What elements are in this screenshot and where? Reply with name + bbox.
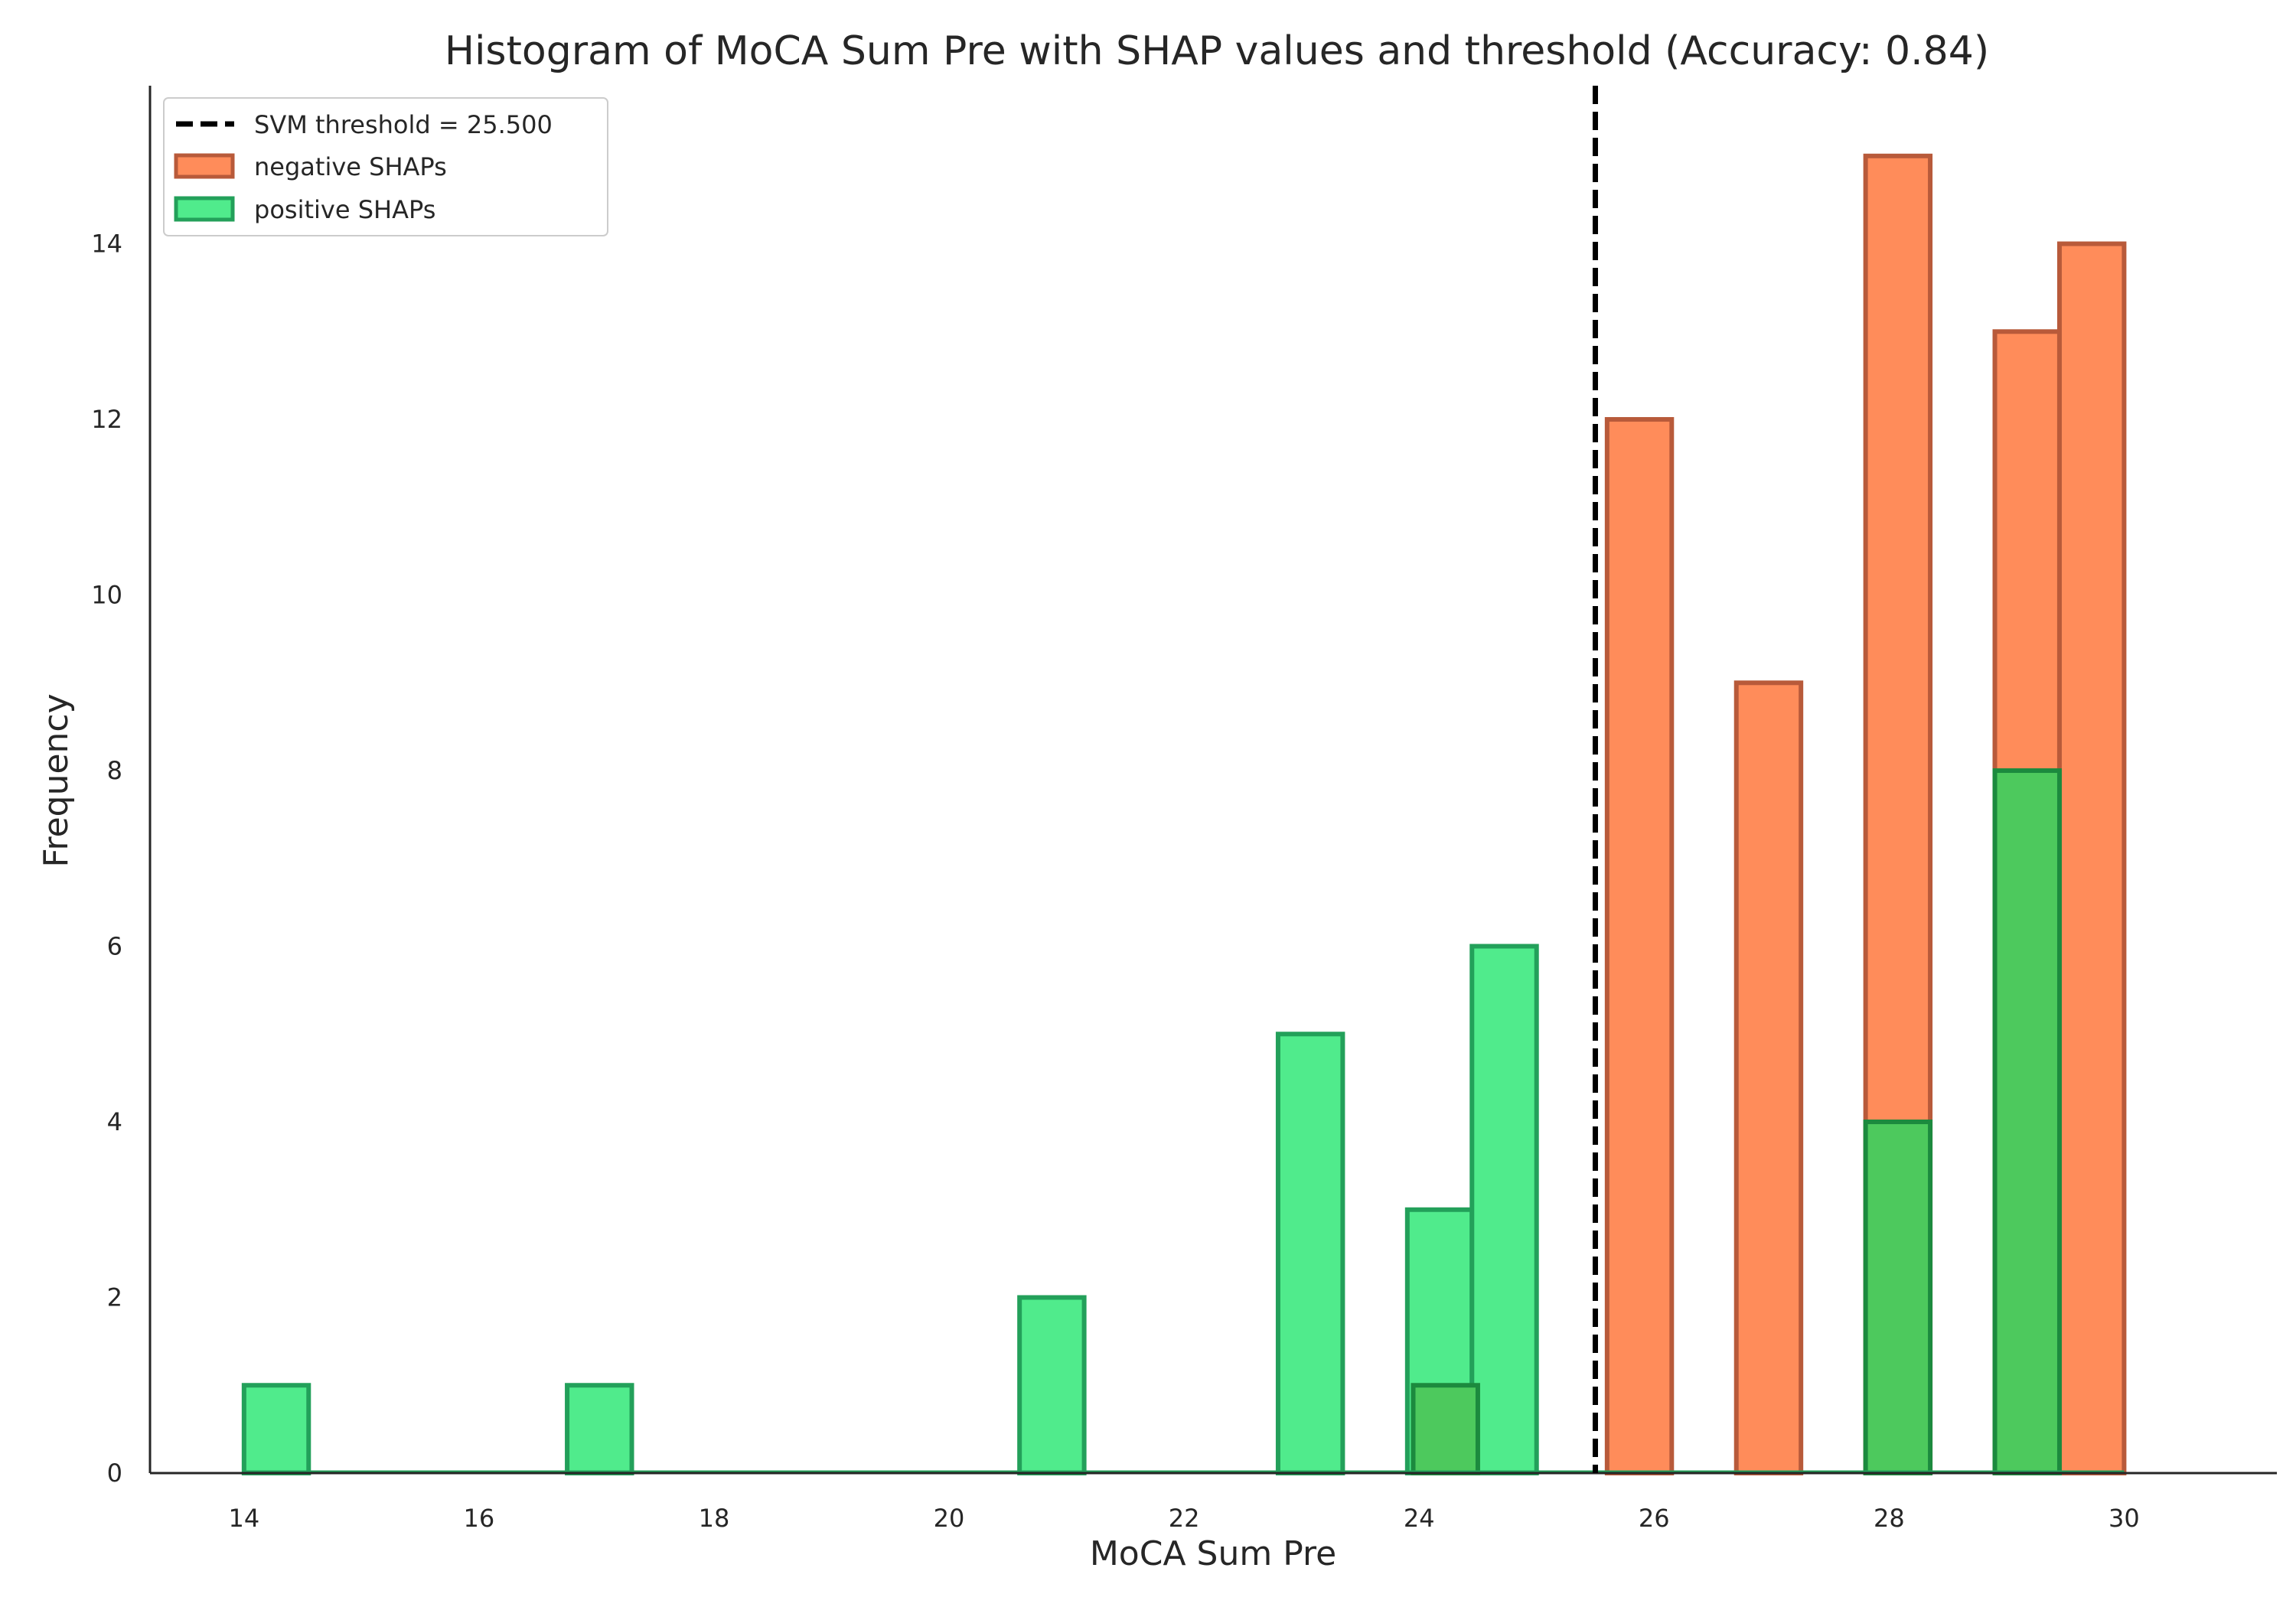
x-tick-label-18: 18 [699,1504,730,1533]
bar-s1-2 [1017,1295,1087,1476]
x-tick-label-20: 20 [934,1504,965,1533]
bar-s2-2 [1992,768,2062,1475]
x-tick-label-26: 26 [1639,1504,1670,1533]
bar-s1-3 [1275,1032,1345,1476]
legend-box [163,97,608,236]
x-tick-label-14: 14 [228,1504,259,1533]
bar-s0-2 [1733,680,1804,1476]
legend: SVM threshold = 25.500 negative SHAPs po… [163,97,608,236]
y-tick-label-8: 8 [107,756,122,785]
legend-positive-label: positive SHAPs [254,195,435,224]
y-tick-label-0: 0 [107,1459,122,1488]
y-tick-label-6: 6 [107,932,122,961]
legend-negative-label: negative SHAPs [254,152,447,181]
bar-s1-1 [565,1383,634,1476]
x-tick-label-28: 28 [1874,1504,1905,1533]
legend-negative-swatch [174,153,235,179]
x-tick-label-24: 24 [1404,1504,1435,1533]
bar-s1-0 [241,1383,311,1476]
y-tick-label-4: 4 [107,1107,122,1136]
bar-s0-5 [2056,241,2127,1475]
x-ticks: 14 16 18 20 22 24 26 28 30 [228,1504,2139,1533]
bar-s2-0 [1411,1383,1480,1476]
y-ticks: 0 2 4 6 8 10 12 14 [91,230,122,1488]
chart-title: Histogram of MoCA Sum Pre with SHAP valu… [445,28,1989,74]
y-tick-label-12: 12 [91,405,122,434]
y-tick-label-14: 14 [91,230,122,259]
x-tick-label-30: 30 [2108,1504,2140,1533]
axes [148,86,2277,1475]
bar-s1-5 [1469,944,1539,1476]
bars-layer [241,153,2127,1476]
y-axis-label: Frequency [37,693,76,867]
x-tick-label-22: 22 [1169,1504,1200,1533]
x-tick-label-16: 16 [464,1504,495,1533]
bar-s2-1 [1863,1120,1933,1476]
y-tick-label-2: 2 [107,1283,122,1312]
x-axis-label: MoCA Sum Pre [1090,1534,1336,1573]
legend-positive-swatch [174,196,235,222]
y-tick-label-10: 10 [91,581,122,610]
bar-s0-1 [1604,417,1675,1475]
legend-threshold-label: SVM threshold = 25.500 [254,110,553,139]
